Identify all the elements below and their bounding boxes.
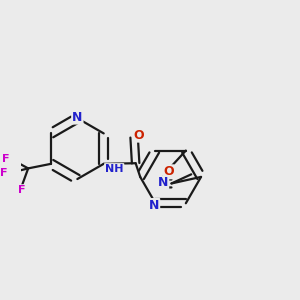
Text: F: F: [18, 185, 26, 195]
Text: F: F: [0, 168, 8, 178]
Text: N: N: [72, 111, 82, 124]
Text: F: F: [2, 154, 9, 164]
Text: NH: NH: [105, 164, 123, 174]
Text: N: N: [149, 199, 159, 212]
Text: O: O: [133, 129, 144, 142]
Text: N: N: [158, 176, 168, 190]
Text: O: O: [164, 165, 174, 178]
